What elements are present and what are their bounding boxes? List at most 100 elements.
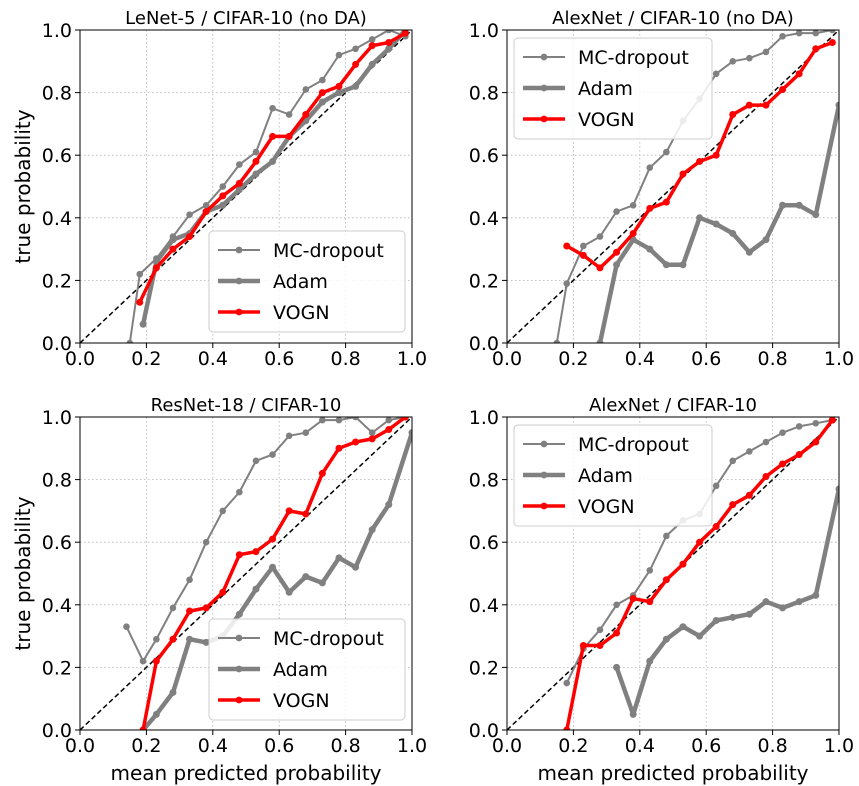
data-point-mc-dropout <box>169 604 177 612</box>
data-point-mc-dropout <box>795 423 803 430</box>
data-point-adam <box>679 623 687 631</box>
y-tick-label: 0.2 <box>42 657 72 679</box>
data-point-vogn <box>662 576 670 584</box>
x-tick-label: 0.6 <box>691 348 721 370</box>
data-point-vogn <box>679 560 687 568</box>
data-point-mc-dropout <box>746 448 753 455</box>
data-point-mc-dropout <box>596 626 604 634</box>
data-point-vogn <box>563 242 571 250</box>
data-point-adam <box>762 598 770 606</box>
data-point-adam <box>318 579 326 587</box>
data-point-mc-dropout <box>319 417 326 424</box>
x-tick-label: 1.0 <box>397 348 427 370</box>
data-point-mc-dropout <box>153 635 160 643</box>
chart-title: ResNet-18 / CIFAR-10 <box>151 395 342 416</box>
axes-frame <box>506 416 840 731</box>
data-point-mc-dropout <box>779 32 786 40</box>
data-point-mc-dropout <box>563 679 571 687</box>
data-point-adam <box>352 82 360 90</box>
data-point-adam <box>812 591 820 599</box>
data-point-vogn <box>762 472 770 480</box>
data-point-mc-dropout <box>139 657 147 665</box>
data-point-vogn <box>219 588 227 596</box>
data-point-vogn <box>335 82 343 90</box>
data-point-adam <box>729 229 737 237</box>
data-point-vogn <box>269 132 277 140</box>
legend-label-vogn: VOGN <box>578 109 635 131</box>
data-point-adam <box>835 485 839 493</box>
data-point-adam <box>186 635 194 643</box>
data-point-mc-dropout <box>252 148 260 156</box>
y-tick-label: 0.4 <box>42 208 72 230</box>
chart-title: AlexNet / CIFAR-10 <box>589 395 757 416</box>
data-point-vogn <box>745 101 753 109</box>
data-point-adam <box>596 339 604 343</box>
data-point-vogn <box>596 264 604 272</box>
data-point-adam <box>385 501 393 509</box>
data-point-mc-dropout <box>829 30 836 34</box>
y-tick-label: 0.4 <box>469 208 499 230</box>
axes-frame <box>79 416 413 731</box>
data-point-adam <box>368 60 376 68</box>
data-point-mc-dropout <box>629 201 637 209</box>
data-point-vogn <box>779 85 787 93</box>
x-tick-label: 0.2 <box>131 735 161 757</box>
data-point-adam <box>779 604 787 612</box>
data-point-mc-dropout <box>319 76 326 84</box>
data-point-adam <box>646 657 654 665</box>
x-tick-label: 0.8 <box>757 735 787 757</box>
data-point-adam <box>202 638 210 646</box>
data-point-mc-dropout <box>712 70 720 78</box>
data-point-adam <box>235 186 243 194</box>
data-point-mc-dropout <box>236 161 243 168</box>
chart-title: LeNet-5 / CIFAR-10 (no DA) <box>125 8 367 29</box>
axes-frame <box>506 29 840 344</box>
data-point-mc-dropout <box>302 429 310 436</box>
data-point-vogn <box>812 438 820 446</box>
x-tick-label: 0.0 <box>65 735 95 757</box>
y-tick-label: 0.6 <box>469 145 499 167</box>
data-point-adam <box>696 214 704 222</box>
data-point-mc-dropout <box>580 242 587 250</box>
x-tick-label: 0.2 <box>558 348 588 370</box>
series-line-mc-dropout <box>125 417 406 663</box>
data-point-vogn <box>235 179 243 187</box>
data-point-adam <box>302 573 310 581</box>
legend-label-mc-dropout: MC-dropout <box>273 240 384 262</box>
x-tick-label: 0.4 <box>198 348 228 370</box>
legend-label-mc-dropout: MC-dropout <box>578 47 689 69</box>
plot-area <box>126 30 409 343</box>
data-point-mc-dropout <box>136 270 144 278</box>
data-point-mc-dropout <box>219 183 227 190</box>
y-tick-label: 0.4 <box>469 595 499 617</box>
data-point-vogn <box>646 204 654 212</box>
x-tick-label: 0.2 <box>558 735 588 757</box>
data-point-vogn <box>186 607 194 615</box>
data-point-vogn <box>795 451 803 459</box>
data-point-mc-dropout <box>269 104 276 112</box>
x-tick-label: 0.2 <box>131 348 161 370</box>
data-point-adam <box>812 211 820 219</box>
legend-label-adam: Adam <box>273 271 328 293</box>
x-tick-label: 0.6 <box>264 735 294 757</box>
y-tick-label: 0.6 <box>42 145 72 167</box>
data-point-mc-dropout <box>596 233 604 240</box>
y-tick-label: 0.6 <box>469 532 499 554</box>
data-point-adam <box>835 101 839 109</box>
axes-frame <box>79 29 413 344</box>
x-tick-label: 0.0 <box>65 348 95 370</box>
data-point-vogn <box>812 45 820 53</box>
legend-marker-vogn <box>235 696 243 704</box>
data-point-vogn <box>335 444 343 452</box>
data-point-mc-dropout <box>219 507 227 515</box>
x-tick-label: 0.0 <box>492 735 522 757</box>
data-point-vogn <box>828 417 836 424</box>
data-point-adam <box>795 201 803 209</box>
x-tick-label: 0.6 <box>691 735 721 757</box>
data-point-vogn <box>679 170 687 178</box>
data-point-mc-dropout <box>252 457 260 465</box>
legend-marker-adam <box>540 84 548 92</box>
data-point-mc-dropout <box>335 417 343 424</box>
data-point-adam <box>385 45 393 53</box>
legend-marker-adam <box>235 665 243 673</box>
